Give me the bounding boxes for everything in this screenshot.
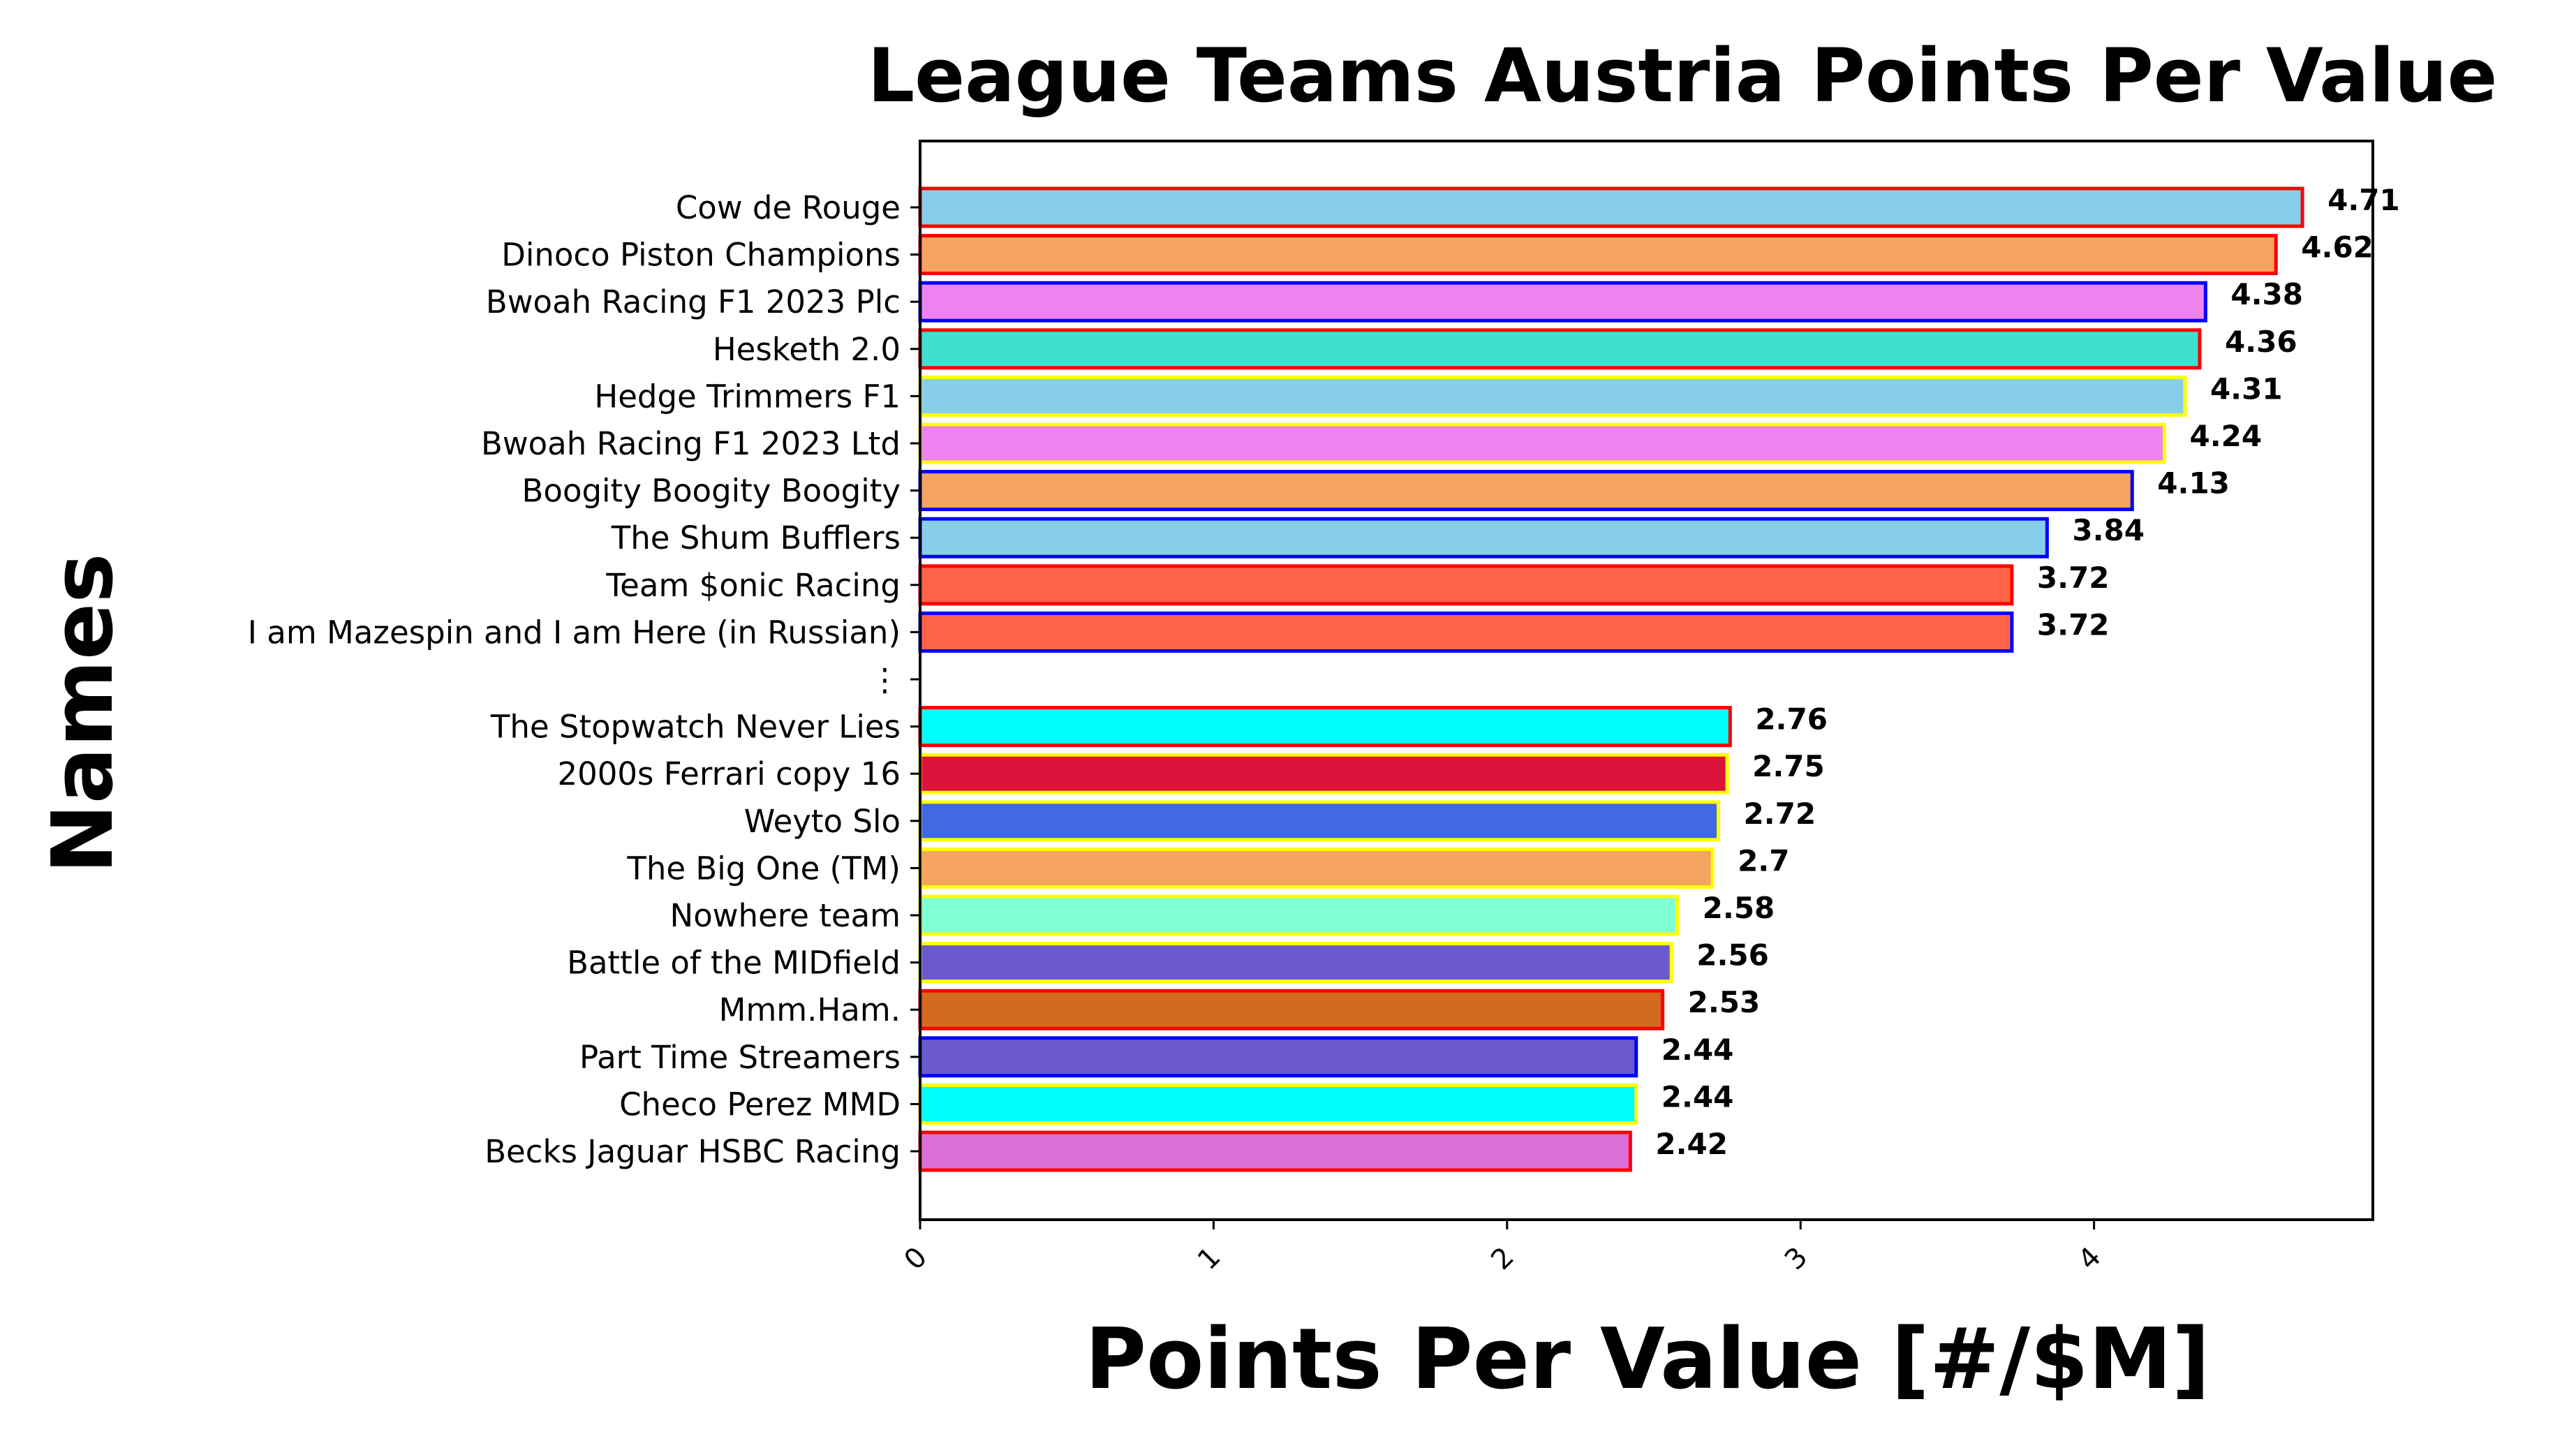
bar-value-label: 2.44 xyxy=(1661,1079,1734,1114)
bar xyxy=(918,894,1680,936)
bar xyxy=(918,375,2187,417)
x-tick-label: 0 xyxy=(898,1241,934,1277)
bar xyxy=(918,847,1715,889)
x-tick-label: 3 xyxy=(1779,1241,1814,1277)
y-tick-label: Boogity Boogity Boogity xyxy=(522,473,901,510)
bar xyxy=(918,564,2014,606)
bar xyxy=(918,1083,1638,1125)
y-tick-label: ⋮ xyxy=(869,661,901,698)
bar xyxy=(918,517,2049,559)
bar xyxy=(918,611,2014,653)
bar xyxy=(918,281,2207,323)
bar-value-label: 2.44 xyxy=(1661,1033,1734,1067)
bar-value-label: 4.24 xyxy=(2190,419,2263,453)
plot-frame xyxy=(919,140,2374,1221)
x-tick-layer: 0 1 2 3 4 xyxy=(898,1220,2108,1276)
bars-layer xyxy=(918,186,2304,1172)
bar xyxy=(918,753,1729,795)
bar xyxy=(918,800,1720,842)
value-label-layer: 4.71 4.62 4.38 4.36 4.31 4.24 4.13 3.84 3.72 3.72… xyxy=(1655,183,2399,1161)
bar xyxy=(918,706,1732,748)
bar-value-label: 2.53 xyxy=(1688,985,1761,1019)
y-axis-label: Names xyxy=(35,553,132,873)
bar-value-label: 2.7 xyxy=(1738,843,1789,878)
bar-value-label: 4.36 xyxy=(2225,325,2297,359)
bar-value-label: 2.56 xyxy=(1696,938,1769,973)
bar xyxy=(918,186,2304,228)
y-tick-layer: Cow de Rouge Dinoco Piston Champions Bwoah… xyxy=(248,189,920,1170)
x-tick-label: 4 xyxy=(2072,1241,2108,1277)
x-tick-label: 1 xyxy=(1192,1241,1227,1277)
bar xyxy=(918,1130,1632,1172)
bar-value-label: 4.13 xyxy=(2157,466,2230,501)
bar-value-label: 3.72 xyxy=(2037,607,2110,642)
y-tick-label: Bwoah Racing F1 2023 Plc xyxy=(486,283,901,320)
y-tick-label: Mmm.Ham. xyxy=(719,991,901,1028)
y-tick-label: Bwoah Racing F1 2023 Ltd xyxy=(481,425,901,462)
bar-value-label: 4.62 xyxy=(2301,230,2374,265)
y-tick-label: Cow de Rouge xyxy=(676,189,901,226)
x-axis-label: Points Per Value [#/$M] xyxy=(1085,1311,2210,1408)
bar-value-label: 4.71 xyxy=(2327,183,2400,217)
y-tick-label: Hesketh 2.0 xyxy=(713,331,901,368)
bar xyxy=(918,1036,1638,1078)
y-tick-label: The Shum Bufflers xyxy=(611,519,901,556)
x-tick-label: 2 xyxy=(1485,1241,1520,1277)
y-tick-label: Part Time Streamers xyxy=(579,1039,901,1076)
bar xyxy=(918,234,2278,276)
chart-title: League Teams Austria Points Per Value xyxy=(868,33,2498,119)
y-tick-label: Dinoco Piston Champions xyxy=(501,237,901,274)
bar xyxy=(918,422,2167,464)
bar-value-label: 2.76 xyxy=(1755,702,1828,737)
bar-value-label: 3.72 xyxy=(2037,561,2110,595)
bar-value-label: 4.38 xyxy=(2230,277,2303,311)
y-tick-label: Hedge Trimmers F1 xyxy=(594,378,901,415)
bar-value-label: 2.72 xyxy=(1743,797,1816,831)
y-tick-label: Becks Jaguar HSBC Racing xyxy=(484,1133,901,1170)
y-tick-label: Team $onic Racing xyxy=(605,567,901,604)
y-tick-label: I am Mazespin and I am Here (in Russian) xyxy=(248,614,901,651)
bar-value-label: 3.84 xyxy=(2072,513,2145,547)
bar xyxy=(918,328,2202,370)
bar-value-label: 2.42 xyxy=(1655,1127,1728,1161)
y-tick-label: Nowhere team xyxy=(670,897,901,934)
bar-value-label: 4.31 xyxy=(2210,371,2283,406)
y-tick-label: Battle of the MIDfield xyxy=(567,945,901,982)
bar-value-label: 2.58 xyxy=(1703,891,1775,925)
bar xyxy=(918,470,2134,512)
bar-value-label: 2.75 xyxy=(1752,749,1825,783)
y-tick-label: The Big One (TM) xyxy=(626,850,901,887)
y-tick-label: Weyto Slo xyxy=(744,803,901,840)
y-tick-label: 2000s Ferrari copy 16 xyxy=(557,755,901,792)
y-tick-label: Checo Perez MMD xyxy=(619,1086,901,1123)
y-tick-label: The Stopwatch Never Lies xyxy=(490,709,901,746)
bar xyxy=(918,989,1665,1030)
bar xyxy=(918,942,1673,984)
